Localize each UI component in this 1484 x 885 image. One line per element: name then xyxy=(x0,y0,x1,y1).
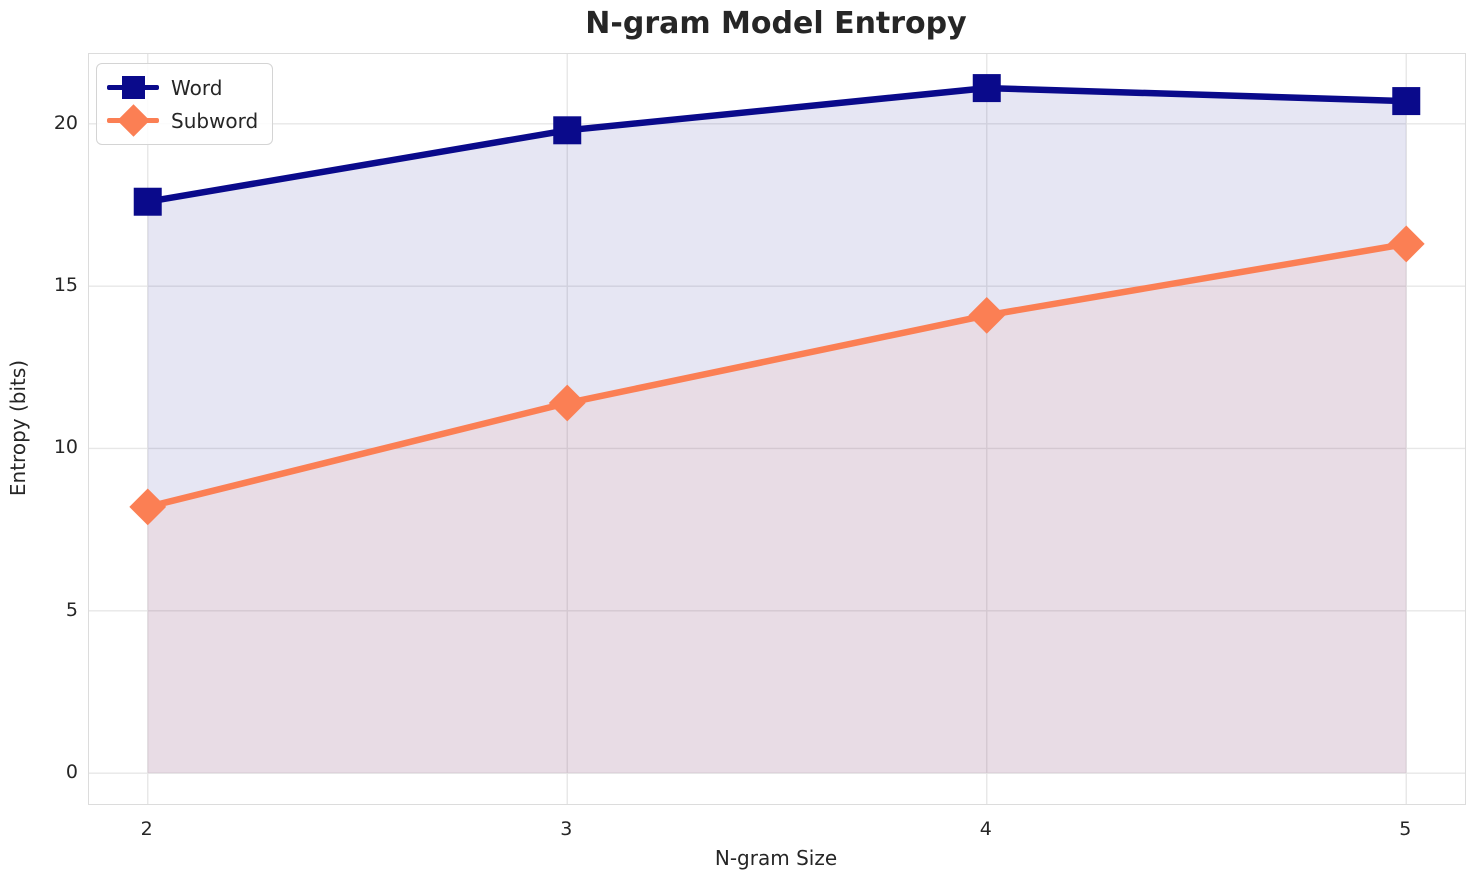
marker-square-word xyxy=(972,74,1001,103)
x-axis-label: N-gram Size xyxy=(714,846,838,870)
legend-diamond-icon xyxy=(105,104,161,137)
marker-square-word xyxy=(133,187,162,216)
chart-svg xyxy=(89,54,1465,804)
x-tick-label: 4 xyxy=(979,818,992,840)
legend-label: Word xyxy=(171,75,223,100)
square-icon xyxy=(121,76,145,99)
legend-item-subword: Subword xyxy=(105,104,258,137)
marker-diamond-subword xyxy=(968,296,1006,334)
y-tick-label: 10 xyxy=(53,436,78,459)
legend-label: Subword xyxy=(171,108,259,133)
y-tick-label: 0 xyxy=(65,761,78,784)
legend: Word Subword xyxy=(96,63,274,145)
x-tick-label: 3 xyxy=(560,818,573,840)
marker-diamond-subword xyxy=(548,384,586,422)
marker-square-word xyxy=(553,116,582,145)
area-fill-subword xyxy=(147,243,1407,774)
legend-square-icon xyxy=(105,71,161,104)
plot-area xyxy=(88,53,1466,805)
line-word xyxy=(147,84,1407,205)
line-subword xyxy=(146,240,1407,511)
y-axis-label: Entropy (bits) xyxy=(6,359,30,497)
legend-item-word: Word xyxy=(105,71,258,104)
x-tick-label: 5 xyxy=(1399,818,1412,840)
y-tick-label: 5 xyxy=(65,598,78,621)
chart-title: N-gram Model Entropy xyxy=(585,6,967,41)
x-tick-label: 2 xyxy=(140,818,153,840)
y-tick-label: 15 xyxy=(53,274,78,297)
y-tick-label: 20 xyxy=(53,111,78,134)
marker-square-word xyxy=(1392,87,1421,116)
marker-diamond-subword xyxy=(1387,225,1425,263)
area-fill-word xyxy=(147,88,1407,774)
diamond-icon xyxy=(116,104,150,137)
